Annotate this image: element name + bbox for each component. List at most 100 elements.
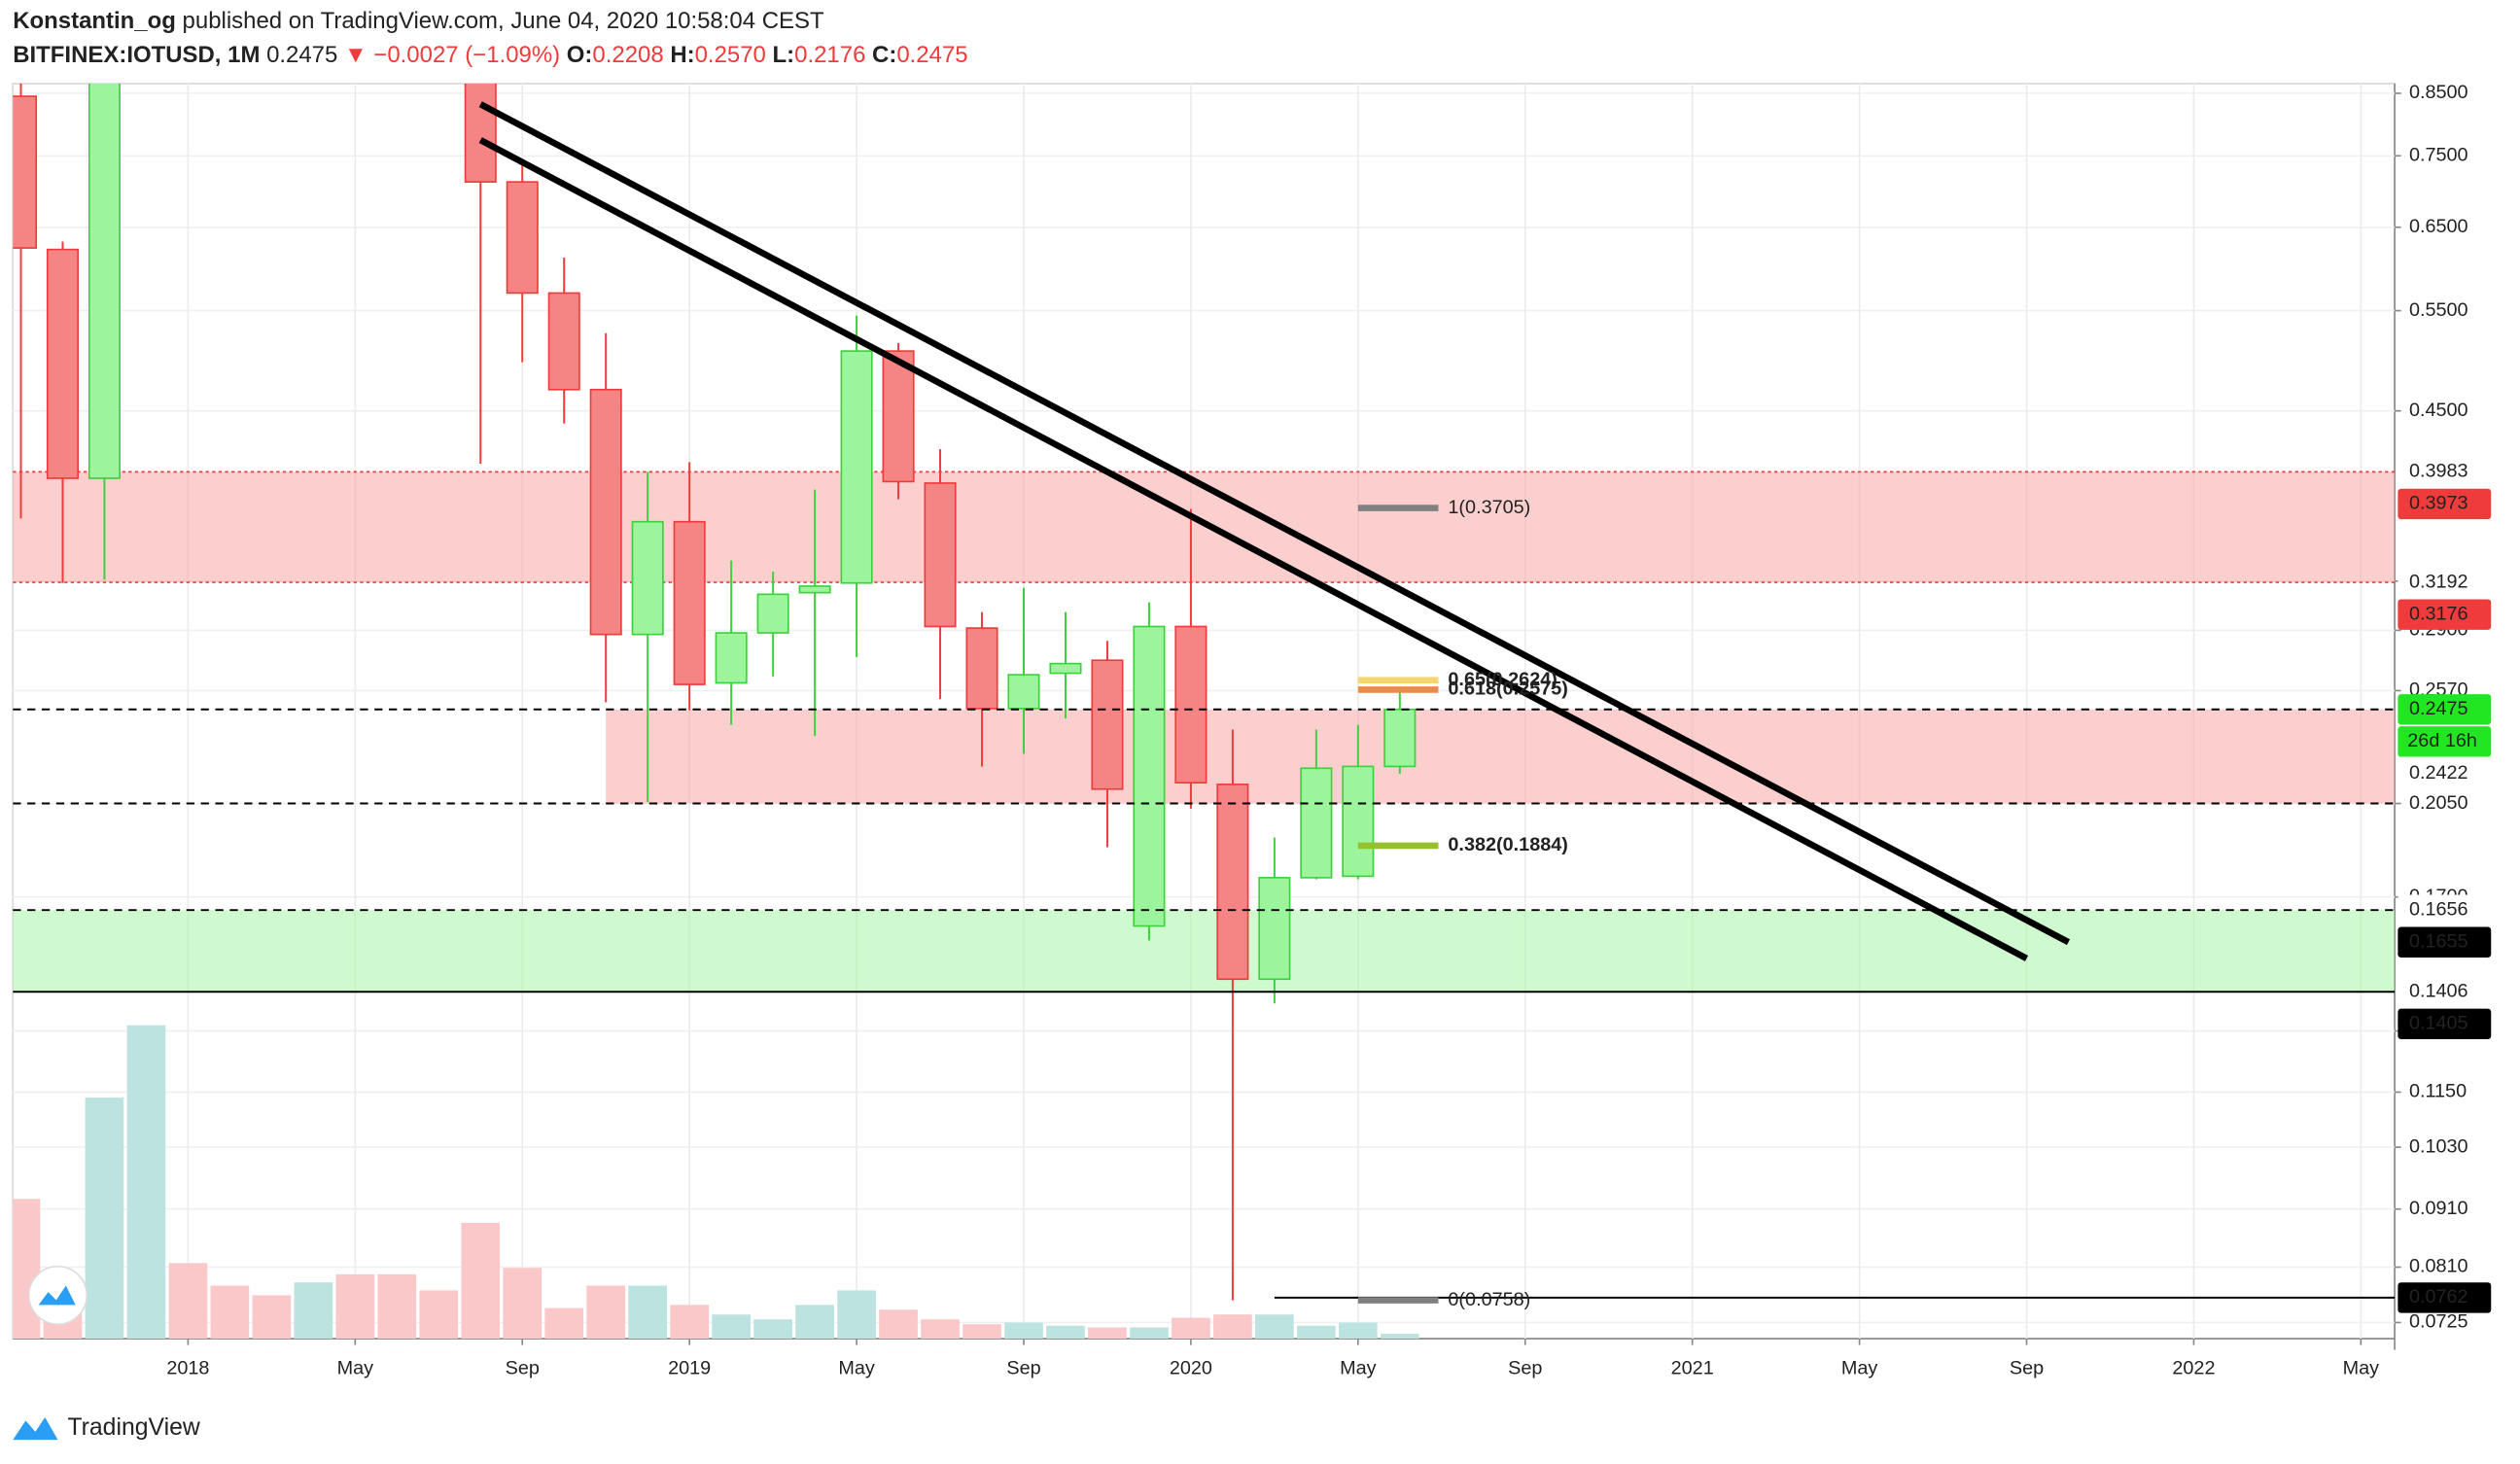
candle-body: [464, 83, 497, 183]
y-tick-label: 0.0910: [2409, 1198, 2468, 1219]
volume-bar: [712, 1314, 751, 1340]
candle-body: [1049, 662, 1082, 675]
x-tick-label: May: [838, 1358, 875, 1379]
published: published on TradingView.com, June 04, 2…: [183, 9, 824, 35]
volume-bar: [13, 1199, 41, 1340]
volume-bar: [1088, 1327, 1127, 1340]
volume-bar: [1046, 1325, 1085, 1340]
candle-body: [798, 585, 831, 594]
candle-body: [715, 632, 748, 684]
volume-bar: [628, 1285, 668, 1340]
volume-bar: [294, 1282, 333, 1340]
fib-label: 0(0.0758): [1448, 1289, 1530, 1310]
volume-bar: [1255, 1314, 1294, 1340]
x-tick-label: 2021: [1671, 1358, 1714, 1379]
volume-bar: [461, 1223, 501, 1340]
volume-bar: [85, 1098, 124, 1340]
y-tick-label: 0.2050: [2409, 792, 2468, 814]
price-label-box: [2398, 1282, 2492, 1313]
drawings: 1(0.3705) 0.65(0.2624)0.618(0.2575) 0.382(…: [13, 101, 2396, 1310]
candle-body: [1133, 625, 1166, 927]
price-label-box: [2398, 926, 2492, 958]
volume-bar: [837, 1290, 876, 1340]
candle-body: [13, 95, 38, 249]
volume-bar: [795, 1305, 834, 1340]
price-label-box: [2398, 976, 2492, 1007]
volume-bar: [962, 1324, 1001, 1340]
price-label-box: [2398, 758, 2492, 789]
volume-bar: [1130, 1327, 1169, 1340]
l-label: L:: [773, 42, 795, 68]
x-tick-label: 2018: [166, 1358, 209, 1379]
candle-body: [1342, 765, 1375, 878]
candle-body: [46, 248, 79, 479]
candle-body: [756, 593, 789, 634]
price-label-box: [2398, 1008, 2492, 1040]
axes: 0.85000.75000.65000.55000.45000.32000.29…: [166, 82, 2492, 1379]
o-value: 0.2208: [592, 42, 663, 68]
volume-bar: [1004, 1322, 1043, 1340]
price-label: 0.2422: [2409, 762, 2468, 784]
x-tick-label: Sep: [1006, 1358, 1040, 1379]
price-label: 0.3983: [2409, 461, 2468, 482]
volume-bar: [503, 1268, 542, 1340]
price-label: 0.1656: [2409, 898, 2468, 920]
l-value: 0.2176: [794, 42, 865, 68]
y-tick-label: 0.0810: [2409, 1256, 2468, 1277]
zone: [606, 709, 2396, 804]
volume-bar: [252, 1295, 292, 1340]
y-tick-label: 0.6500: [2409, 216, 2468, 237]
change: ▼ −0.0027 (−1.09%): [344, 42, 560, 68]
volume-bar: [377, 1273, 417, 1340]
price-label: 0.3176: [2409, 603, 2468, 624]
fib-label: 0.65(0.2624): [1448, 669, 1557, 690]
price-label: 0.1405: [2409, 1013, 2468, 1034]
price-label: 0.1406: [2409, 980, 2468, 1001]
candle-body: [1300, 767, 1333, 879]
candle-body: [1383, 708, 1417, 768]
candle-body: [1007, 674, 1040, 710]
volume-bar: [126, 1025, 166, 1340]
countdown-box: [2398, 726, 2492, 757]
x-tick-label: May: [1340, 1358, 1377, 1379]
y-tick-label: 0.4500: [2409, 400, 2468, 421]
volume-bar: [1213, 1314, 1252, 1340]
fib-label: 0.382(0.1884): [1448, 834, 1567, 855]
fib-label: 1(0.3705): [1448, 497, 1530, 518]
h-label: H:: [670, 42, 694, 68]
x-tick-label: 2020: [1170, 1358, 1212, 1379]
x-tick-label: Sep: [506, 1358, 540, 1379]
price-label-box: [2398, 488, 2492, 520]
volume-bar: [1380, 1334, 1419, 1340]
x-tick-label: May: [337, 1358, 374, 1379]
price-label-box: [2398, 456, 2492, 488]
y-tick-label: 0.0725: [2409, 1311, 2468, 1333]
x-tick-label: May: [2343, 1358, 2380, 1379]
trendline: [478, 101, 2071, 946]
x-tick-label: Sep: [1508, 1358, 1542, 1379]
y-tick-label: 0.7500: [2409, 145, 2468, 166]
zones: [13, 471, 2396, 993]
c-label: C:: [872, 42, 896, 68]
candle-body: [88, 83, 121, 479]
x-tick-label: 2022: [2172, 1358, 2215, 1379]
logo-icon: [38, 1285, 76, 1306]
x-tick-label: Sep: [2010, 1358, 2044, 1379]
candle-body: [840, 350, 873, 584]
price-label: 0.3192: [2409, 571, 2468, 592]
trendline: [478, 137, 2029, 961]
candle-body: [631, 520, 664, 636]
y-tick-label: 0.5500: [2409, 299, 2468, 321]
candle-body: [506, 181, 539, 295]
footer: [0, 1391, 2520, 1464]
candle-body: [547, 292, 580, 391]
candle-body: [882, 350, 915, 483]
price-label-box: [2398, 694, 2492, 725]
volume-bar: [921, 1319, 960, 1340]
countdown-label: 26d 16h: [2407, 730, 2477, 751]
price-label: 0.0762: [2409, 1286, 2468, 1307]
price-label-box: [2398, 894, 2492, 925]
candle-body: [1258, 877, 1291, 981]
candle-body: [673, 520, 706, 685]
volume-bar: [168, 1263, 208, 1340]
